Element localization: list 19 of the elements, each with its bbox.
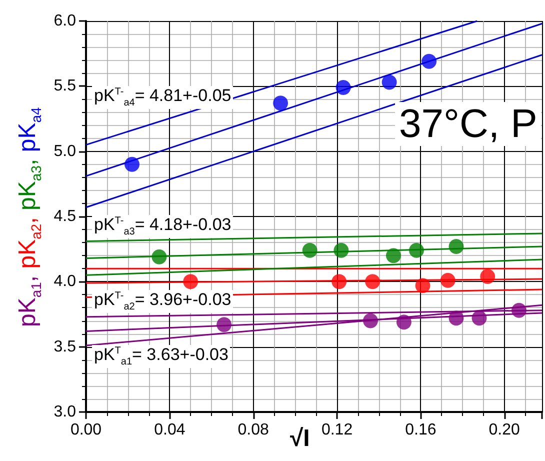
x-tick-label: 0.12	[321, 422, 353, 438]
y-tick-label: 4.5	[54, 208, 76, 225]
y-tick-label: 3.5	[54, 338, 76, 356]
annotation: pK$^{T-}$$_{a4}$= 4.81+-0.05	[92, 86, 234, 110]
y-tick-label: 6.0	[54, 12, 76, 30]
x-tick-label: 0.08	[238, 422, 270, 438]
annotation: pK$^{T}$$_{a1}$= 3.63+-0.03	[92, 345, 230, 368]
x-axis-title: √I	[290, 425, 310, 453]
x-tick-label: 0.00	[70, 422, 102, 438]
x-tick-label: 0.20	[488, 422, 520, 438]
y-tick-label: 5.0	[54, 142, 76, 160]
annotation: pK$^{T-}$$_{a2}$= 3.96+-0.03	[92, 290, 234, 314]
annotation: pK$^{T-}$$_{a3}$= 4.18+-0.03	[92, 215, 234, 238]
x-tick-label: 0.04	[154, 422, 186, 438]
y-tick-label: 4.0	[54, 273, 76, 290]
x-tick-label: 0.16	[405, 422, 436, 438]
y-tick-label: 3.0	[54, 404, 76, 420]
y-tick-label: 5.5	[54, 78, 76, 95]
annotation: 37°C, P	[395, 102, 542, 146]
